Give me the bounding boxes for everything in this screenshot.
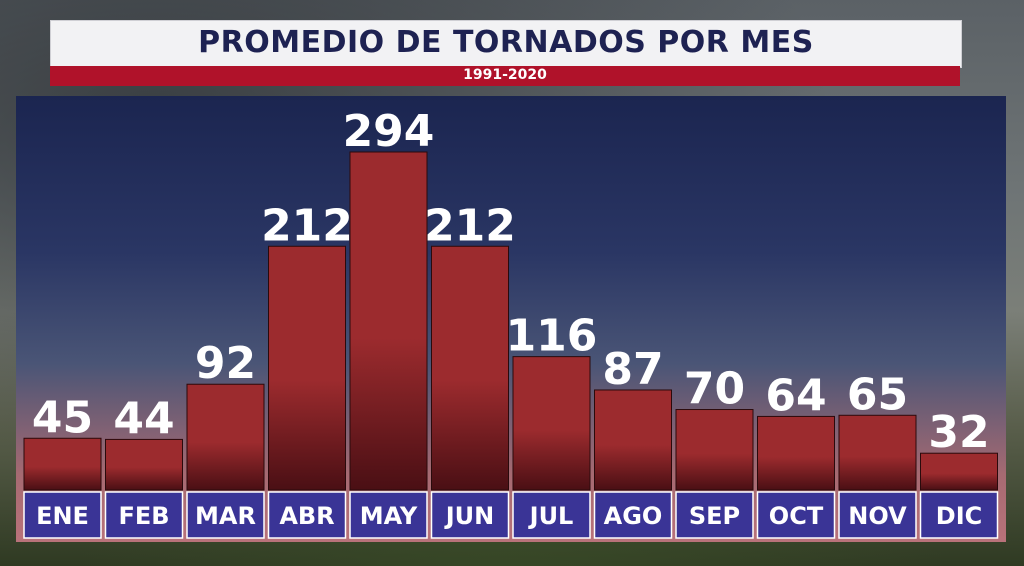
value-label-jun: 212	[424, 200, 516, 251]
title-box: PROMEDIO DE TORNADOS POR MES	[50, 20, 962, 68]
bar-may	[349, 151, 428, 491]
value-label-jul: 116	[506, 311, 598, 362]
category-label-jul: JUL	[528, 502, 574, 530]
category-box-dic	[919, 491, 999, 539]
category-label-ene: ENE	[36, 502, 89, 530]
category-box-jul	[512, 491, 591, 539]
value-label-ago: 87	[602, 344, 663, 395]
bar-mar	[186, 383, 265, 491]
bar-jun	[431, 245, 509, 491]
bars-group	[23, 151, 998, 491]
bar-ene	[23, 437, 102, 491]
category-label-ago: AGO	[604, 502, 663, 530]
value-label-sep: 70	[684, 364, 745, 415]
category-label-abr: ABR	[279, 502, 334, 530]
category-label-may: MAY	[360, 502, 418, 530]
chart-subtitle: 1991-2020	[463, 67, 547, 83]
bar-feb	[105, 438, 183, 491]
value-label-dic: 32	[928, 407, 989, 458]
bar-abr	[268, 245, 346, 491]
value-label-may: 294	[343, 106, 435, 157]
category-box-sep	[675, 491, 754, 539]
category-box-may	[349, 491, 428, 539]
category-box-ene	[23, 491, 102, 539]
bar-oct	[757, 415, 835, 491]
value-label-ene: 45	[32, 392, 93, 443]
chart-title: PROMEDIO DE TORNADOS POR MES	[198, 25, 814, 60]
category-box-abr	[267, 491, 347, 539]
category-label-nov: NOV	[848, 502, 907, 530]
bar-sep	[675, 409, 754, 491]
bar-jul	[512, 356, 591, 491]
subtitle-bar: 1991-2020	[50, 66, 960, 86]
bar-dic	[920, 452, 998, 491]
value-label-abr: 212	[261, 200, 353, 251]
category-label-mar: MAR	[195, 502, 256, 530]
category-label-sep: SEP	[689, 502, 740, 530]
value-label-mar: 92	[195, 338, 256, 389]
category-label-dic: DIC	[936, 502, 982, 530]
bar-ago	[594, 389, 672, 491]
category-box-nov	[838, 491, 917, 539]
category-box-oct	[756, 491, 836, 539]
category-label-jun: JUN	[444, 502, 495, 530]
value-label-oct: 64	[765, 370, 826, 421]
category-label-feb: FEB	[118, 502, 169, 530]
category-axis: ENE FEB MAR ABR MAY JUN JUL AGO SEP OCT NOV DIC	[23, 491, 999, 539]
category-box-ago	[593, 491, 673, 539]
value-label-nov: 65	[847, 369, 908, 420]
bar-nov	[838, 414, 917, 491]
category-box-mar	[186, 491, 265, 539]
category-box-jun	[430, 491, 510, 539]
category-label-oct: OCT	[769, 502, 824, 530]
value-label-feb: 44	[113, 393, 174, 444]
category-box-feb	[104, 491, 184, 539]
